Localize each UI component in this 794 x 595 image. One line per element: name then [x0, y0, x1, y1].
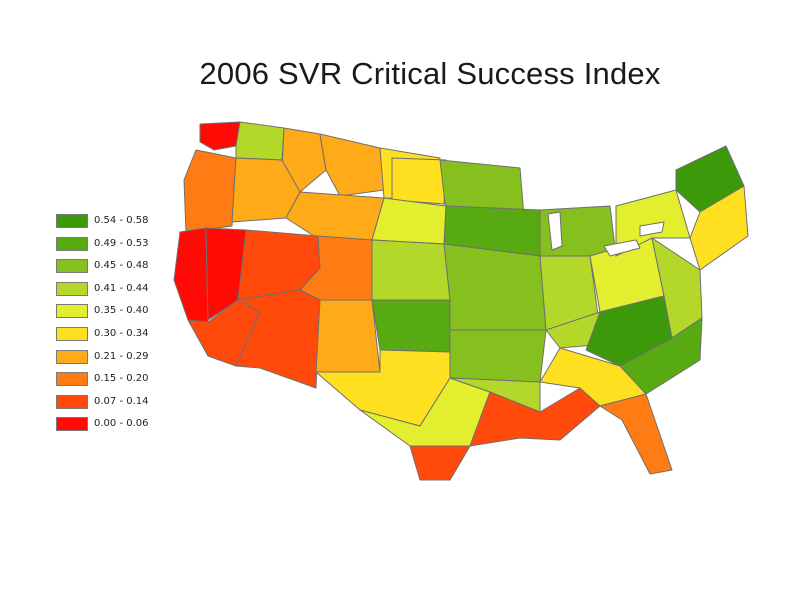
map-region-gulf-coast: [469, 387, 601, 447]
legend-swatch: [56, 372, 88, 387]
legend-label: 0.15 - 0.20: [94, 373, 149, 385]
legend-item: 0.00 - 0.06: [56, 417, 216, 432]
legend-label: 0.00 - 0.06: [94, 418, 149, 430]
map-region-arkansas: [449, 329, 547, 383]
map-region-arizona: [235, 289, 321, 389]
lake-shape: [547, 211, 563, 251]
legend-swatch: [56, 214, 88, 228]
legend-item: 0.54 - 0.58: [56, 214, 216, 228]
legend-item: 0.45 - 0.48: [56, 259, 216, 274]
map-region-iowa-missouri: [443, 243, 547, 331]
legend-swatch: [56, 417, 88, 432]
legend-swatch: [56, 394, 88, 409]
map-region-washington-east: [235, 121, 285, 161]
legend-item: 0.35 - 0.40: [56, 304, 216, 319]
legend-label: 0.21 - 0.29: [94, 350, 149, 362]
legend-swatch: [56, 259, 88, 274]
map-region-south-dakota: [371, 197, 447, 245]
map-region-washington-coast: [199, 121, 241, 151]
map-region-oklahoma: [371, 299, 451, 353]
map-region-florida: [599, 393, 673, 475]
map-region-north-dakota: [391, 157, 447, 205]
legend-label: 0.35 - 0.40: [94, 305, 149, 317]
legend-swatch: [56, 236, 88, 251]
map-region-nebraska-kansas: [371, 239, 451, 301]
legend-item: 0.41 - 0.44: [56, 281, 216, 296]
legend-item: 0.49 - 0.53: [56, 236, 216, 251]
legend-swatch: [56, 349, 88, 364]
legend-label: 0.49 - 0.53: [94, 237, 149, 249]
map-region-wyoming: [285, 191, 385, 241]
legend-swatch: [56, 327, 88, 341]
legend-swatch: [56, 304, 88, 319]
legend-item: 0.30 - 0.34: [56, 327, 216, 341]
legend-label: 0.45 - 0.48: [94, 260, 149, 272]
legend-item: 0.07 - 0.14: [56, 394, 216, 409]
legend-label: 0.54 - 0.58: [94, 215, 149, 226]
legend-label: 0.07 - 0.14: [94, 395, 149, 407]
lake-shape: [603, 239, 641, 257]
lake-shape: [639, 221, 665, 237]
map-region-new-mexico: [315, 299, 381, 373]
legend-label: 0.41 - 0.44: [94, 282, 149, 294]
map-title: 2006 SVR Critical Success Index: [199, 56, 661, 91]
map-region-montana-west: [319, 133, 385, 197]
legend-item: 0.15 - 0.20: [56, 372, 216, 387]
legend-swatch: [56, 281, 88, 296]
legend-label: 0.30 - 0.34: [94, 328, 149, 339]
map-region-new-england-south: [689, 185, 749, 271]
map-region-south-texas: [409, 445, 471, 481]
legend-item: 0.21 - 0.29: [56, 349, 216, 364]
